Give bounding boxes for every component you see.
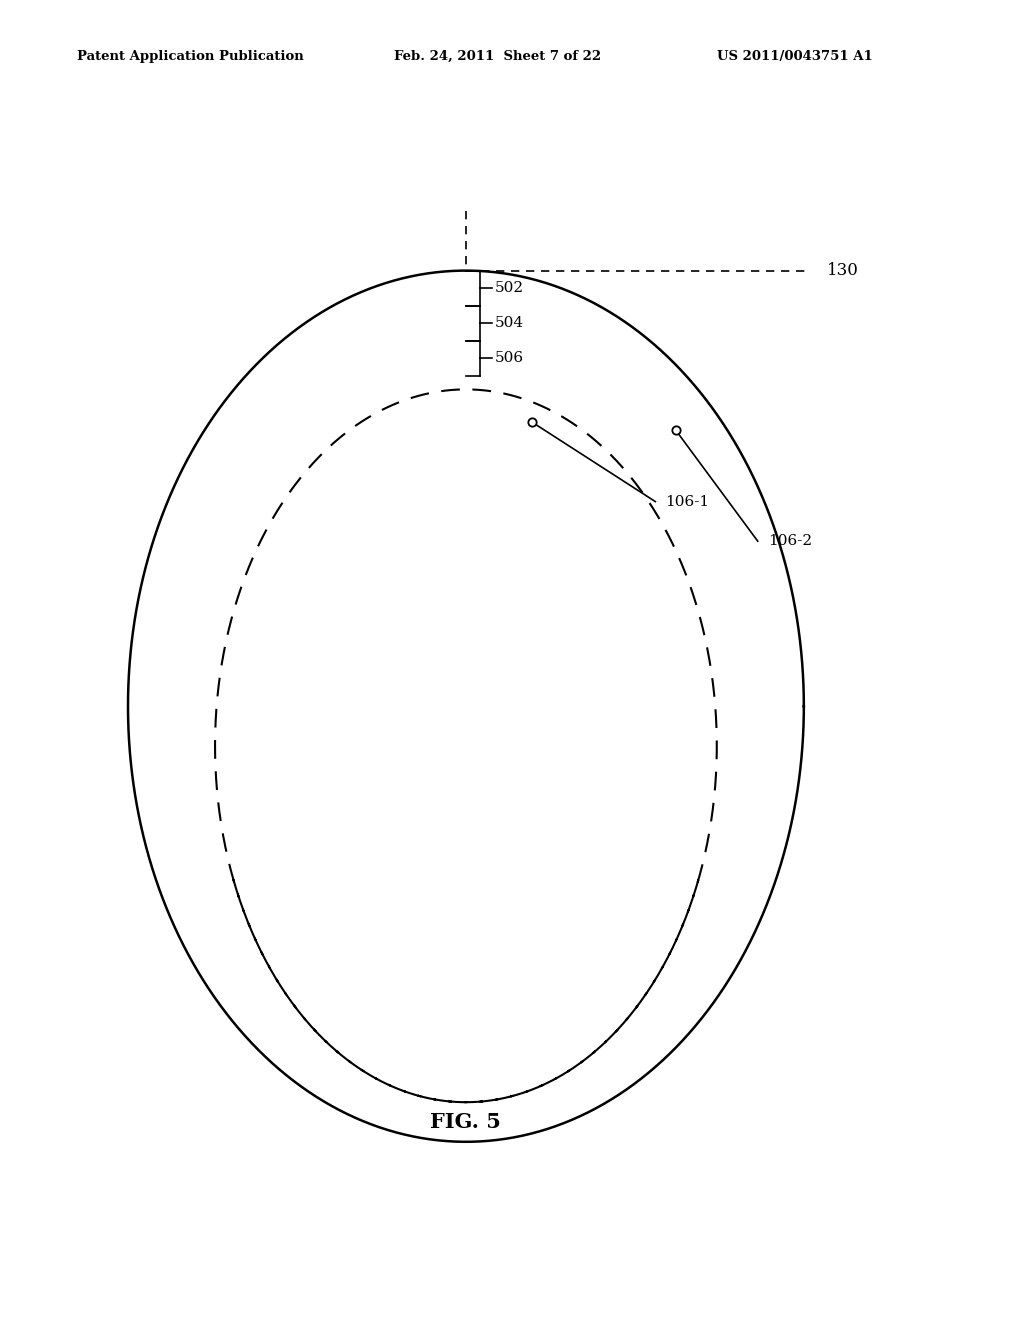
Text: 504: 504 [495, 317, 523, 330]
Text: 106-1: 106-1 [666, 495, 710, 508]
Text: 106-2: 106-2 [768, 535, 812, 548]
Text: 502: 502 [495, 281, 523, 296]
Text: 130: 130 [827, 263, 859, 279]
Text: Patent Application Publication: Patent Application Publication [77, 50, 303, 63]
Text: FIG. 5: FIG. 5 [430, 1111, 502, 1133]
Text: US 2011/0043751 A1: US 2011/0043751 A1 [717, 50, 872, 63]
Text: Feb. 24, 2011  Sheet 7 of 22: Feb. 24, 2011 Sheet 7 of 22 [394, 50, 601, 63]
Text: 506: 506 [495, 351, 523, 366]
